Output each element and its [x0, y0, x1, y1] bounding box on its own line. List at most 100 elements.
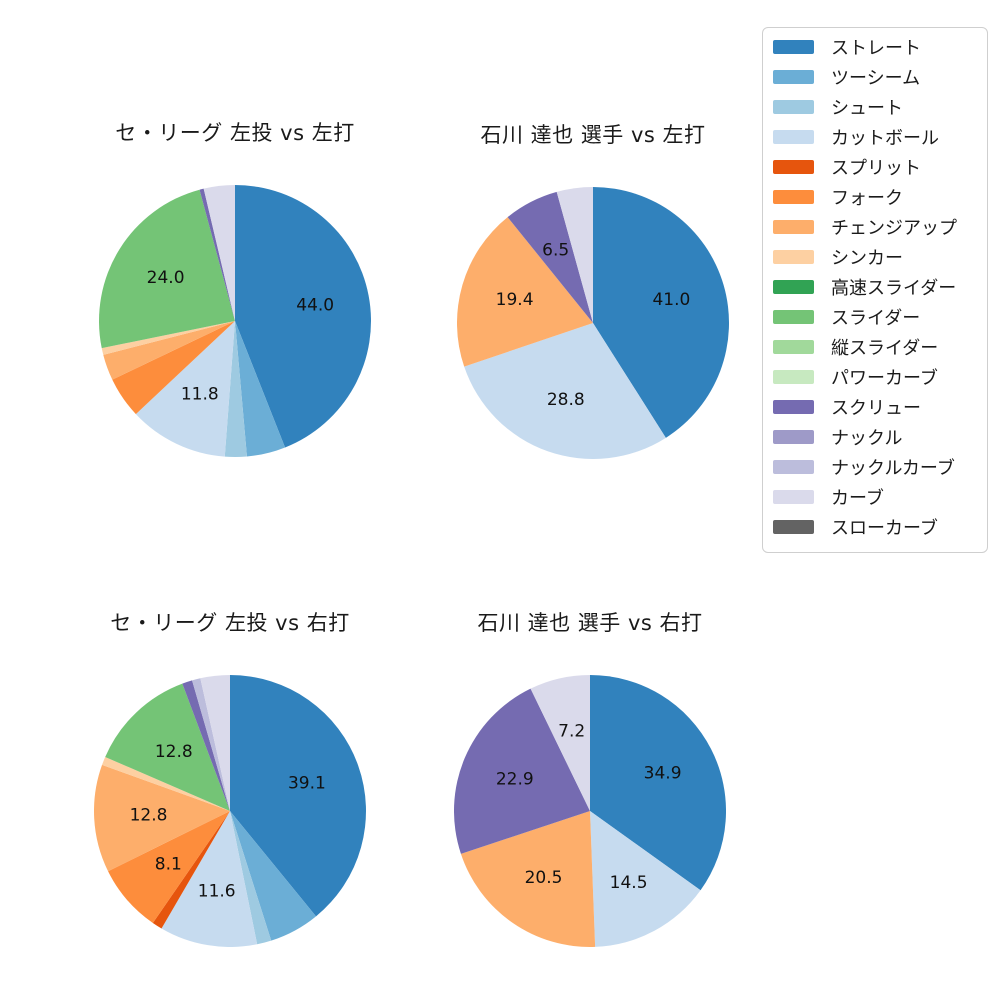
legend-swatch-icon — [773, 40, 814, 54]
legend-item: スローカーブ — [773, 512, 977, 542]
legend-swatch-icon — [773, 100, 814, 114]
chart-title: セ・リーグ 左投 vs 右打 — [110, 611, 350, 635]
pie-chart-league-lhp-vs-rhb: セ・リーグ 左投 vs 右打 39.1 11.6 8.1 12.8 12.8 — [94, 611, 366, 947]
legend-swatch-icon — [773, 430, 814, 444]
pie-svg: 34.9 14.5 20.5 22.9 7.2 — [454, 675, 726, 947]
pie-chart-ishikawa-vs-rhb: 石川 達也 選手 vs 右打 34.9 14.5 20.5 22.9 7.2 — [454, 611, 726, 947]
legend-item-label: スプリット — [831, 158, 921, 179]
pie-slice-label: 12.8 — [155, 742, 193, 762]
legend-swatch-icon — [773, 70, 814, 84]
pie-slice-チェンジアップ — [94, 764, 230, 872]
pie-slice-チェンジアップ — [103, 321, 236, 380]
pie-slice-label: 39.1 — [288, 774, 326, 794]
pie-slice-label: 28.8 — [547, 390, 585, 410]
pie-slice-カットボール — [161, 811, 258, 947]
pie-slice-スプリット — [152, 811, 230, 929]
legend-item-label: ツーシーム — [831, 68, 921, 89]
pie-slice-カットボール — [135, 321, 235, 457]
pie-slice-スクリュー — [507, 191, 593, 323]
legend-swatch-icon — [773, 400, 814, 414]
legend-swatch-icon — [773, 280, 814, 294]
pie-slice-フォーク — [112, 321, 235, 415]
legend-item: ストレート — [773, 32, 977, 62]
legend-item-label: カットボール — [831, 128, 939, 149]
pie-slice-ストレート — [593, 187, 729, 438]
pie-slice-カットボール — [590, 811, 701, 947]
legend-item-label: パワーカーブ — [831, 368, 938, 389]
legend-item-label: カーブ — [831, 488, 884, 509]
pie-slice-シュート — [230, 811, 272, 945]
pie-slice-ツーシーム — [235, 321, 286, 457]
pie-slice-label: 44.0 — [296, 296, 334, 316]
legend-item-label: スライダー — [831, 308, 921, 329]
legend: ストレートツーシームシュートカットボール スプリットフォークチェンジアップ シンカー… — [762, 27, 988, 553]
legend-swatch-icon — [773, 130, 814, 144]
legend-item-label: ナックルカーブ — [831, 458, 955, 479]
legend-swatch-icon — [773, 220, 814, 234]
legend-item-label: シュート — [831, 98, 903, 119]
pie-slice-スクリュー — [454, 688, 590, 854]
legend-item: ツーシーム — [773, 62, 977, 92]
pie-slice-ストレート — [230, 675, 366, 917]
legend-swatch-icon — [773, 340, 814, 354]
pie-slice-ツーシーム — [230, 811, 317, 941]
pie-slice-label: 12.8 — [130, 806, 168, 826]
legend-item: ナックル — [773, 422, 977, 452]
legend-swatch-icon — [773, 460, 814, 474]
legend-item-label: ナックル — [831, 428, 903, 449]
legend-item-label: 高速スライダー — [831, 278, 957, 299]
legend-swatch-icon — [773, 370, 814, 384]
pie-slice-label: 41.0 — [652, 290, 690, 310]
legend-item: スプリット — [773, 152, 977, 182]
chart-title: 石川 達也 選手 vs 右打 — [477, 611, 703, 635]
pie-svg: 39.1 11.6 8.1 12.8 12.8 — [94, 675, 366, 947]
legend-item: 縦スライダー — [773, 332, 977, 362]
pie-slice-label: 8.1 — [155, 854, 182, 874]
pie-slice-label: 20.5 — [525, 868, 563, 888]
pie-slice-label: 14.5 — [610, 873, 648, 893]
legend-item-label: 縦スライダー — [831, 338, 939, 359]
pie-slice-ナックルカーブ — [192, 678, 230, 811]
legend-item-label: スクリュー — [831, 398, 921, 419]
pie-slice-label: 11.6 — [198, 882, 236, 902]
legend-item: カーブ — [773, 482, 977, 512]
legend-item-label: フォーク — [831, 188, 903, 209]
pie-slice-カーブ — [530, 675, 590, 811]
legend-item: シンカー — [773, 242, 977, 272]
legend-swatch-icon — [773, 310, 814, 324]
pie-slice-スクリュー — [182, 680, 230, 811]
chart-title: 石川 達也 選手 vs 左打 — [480, 123, 706, 147]
pie-slice-チェンジアップ — [460, 811, 596, 947]
pie-slice-カーブ — [200, 675, 230, 811]
legend-item: 高速スライダー — [773, 272, 977, 302]
legend-item-label: ストレート — [831, 38, 921, 59]
pie-slice-フォーク — [108, 811, 230, 923]
pie-slice-label: 22.9 — [496, 769, 534, 789]
chart-title: セ・リーグ 左投 vs 左打 — [115, 121, 355, 145]
pie-slice-label: 11.8 — [181, 385, 219, 405]
legend-item-label: スローカーブ — [831, 518, 938, 539]
legend-swatch-icon — [773, 250, 814, 264]
legend-swatch-icon — [773, 490, 814, 504]
legend-item: シュート — [773, 92, 977, 122]
legend-swatch-icon — [773, 160, 814, 174]
legend-item: チェンジアップ — [773, 212, 977, 242]
legend-item: ナックルカーブ — [773, 452, 977, 482]
pie-slice-ストレート — [590, 675, 726, 891]
pie-chart-league-lhp-vs-lhb: セ・リーグ 左投 vs 左打 44.0 11.8 24.0 — [99, 121, 371, 457]
pie-slice-シュート — [224, 321, 247, 457]
legend-item-label: シンカー — [831, 248, 903, 269]
legend-item: カットボール — [773, 122, 977, 152]
pie-svg: 41.0 28.8 19.4 6.5 — [457, 187, 729, 459]
pie-slice-ストレート — [235, 185, 371, 448]
pie-slice-シンカー — [101, 321, 236, 355]
pie-svg: 44.0 11.8 24.0 — [99, 185, 371, 457]
pie-slice-スライダー — [99, 189, 235, 349]
legend-swatch-icon — [773, 190, 814, 204]
pie-slice-label: 7.2 — [558, 722, 585, 742]
legend-item: パワーカーブ — [773, 362, 977, 392]
legend-item-label: チェンジアップ — [831, 218, 957, 239]
pie-slice-チェンジアップ — [457, 217, 593, 367]
pie-slice-label: 24.0 — [147, 268, 185, 288]
pie-slice-スライダー — [105, 683, 230, 811]
